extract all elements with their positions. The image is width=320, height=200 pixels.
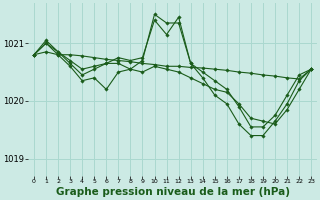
X-axis label: Graphe pression niveau de la mer (hPa): Graphe pression niveau de la mer (hPa) <box>56 187 290 197</box>
